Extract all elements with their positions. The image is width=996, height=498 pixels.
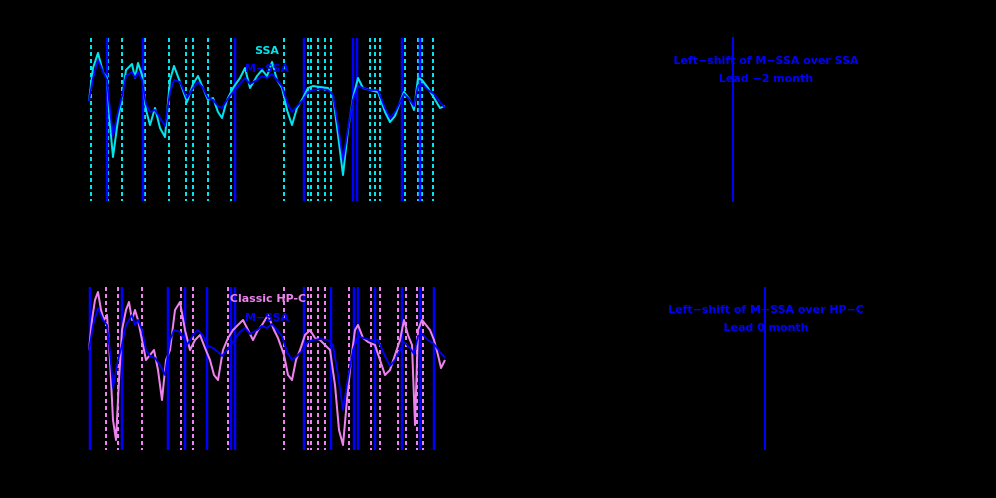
annotation-lead: Lead −2 month <box>719 72 813 85</box>
legend-hpc-label: Classic HP-C <box>230 292 306 305</box>
series-lines <box>88 52 446 176</box>
legend-mssa-label: M−SSA <box>245 62 290 75</box>
annotation-lead: Lead 0 month <box>723 321 808 334</box>
series-m-ssa <box>88 307 446 411</box>
panel-top-left-ssa-vs-mssa: SSA M−SSA <box>88 38 446 201</box>
panel-bottom-right-lead: Left−shift of M−SSA over HP−C Lead 0 mon… <box>668 287 864 450</box>
legend: Classic HP-C M−SSA <box>230 292 306 324</box>
vertical-markers <box>88 287 436 450</box>
series-lines <box>88 291 446 446</box>
legend-mssa-label: M−SSA <box>245 311 290 324</box>
panel-top-right-lead: Left−shift of M−SSA over SSA Lead −2 mon… <box>673 37 859 202</box>
panel-bottom-left-hpc-vs-mssa: Classic HP-C M−SSA <box>88 287 446 450</box>
annotation-title: Left−shift of M−SSA over HP−C <box>668 303 864 316</box>
vertical-markers <box>90 38 434 201</box>
series-m-ssa <box>88 59 446 161</box>
series-ssa <box>88 52 446 176</box>
legend-ssa-label: SSA <box>255 44 279 57</box>
legend: SSA M−SSA <box>245 44 290 75</box>
annotation-title: Left−shift of M−SSA over SSA <box>673 54 859 67</box>
